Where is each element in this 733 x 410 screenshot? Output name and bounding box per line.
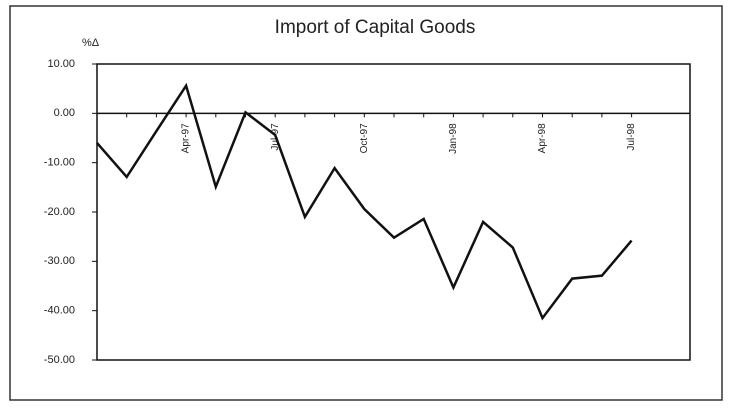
y-tick-label: -30.00	[44, 255, 75, 267]
x-tick-label: Jan-98	[448, 123, 459, 154]
y-tick-label: -50.00	[44, 354, 75, 366]
x-tick-label: Oct-97	[359, 123, 370, 153]
x-tick-label: Apr-98	[537, 123, 548, 153]
y-tick-label: -20.00	[44, 206, 75, 218]
chart-title: Import of Capital Goods	[275, 17, 476, 38]
y-tick-label: -10.00	[44, 157, 75, 169]
y-axis-label: %Δ	[82, 37, 100, 49]
y-tick-label: -40.00	[44, 305, 75, 317]
line-series	[96, 82, 633, 321]
frame	[9, 5, 723, 401]
plot-area	[96, 63, 691, 361]
y-tick-label: 10.00	[47, 58, 75, 70]
y-tick-label: 0.00	[54, 107, 75, 119]
x-tick-label: Jul-98	[626, 123, 637, 151]
x-tick-label: Apr-97	[181, 123, 192, 153]
